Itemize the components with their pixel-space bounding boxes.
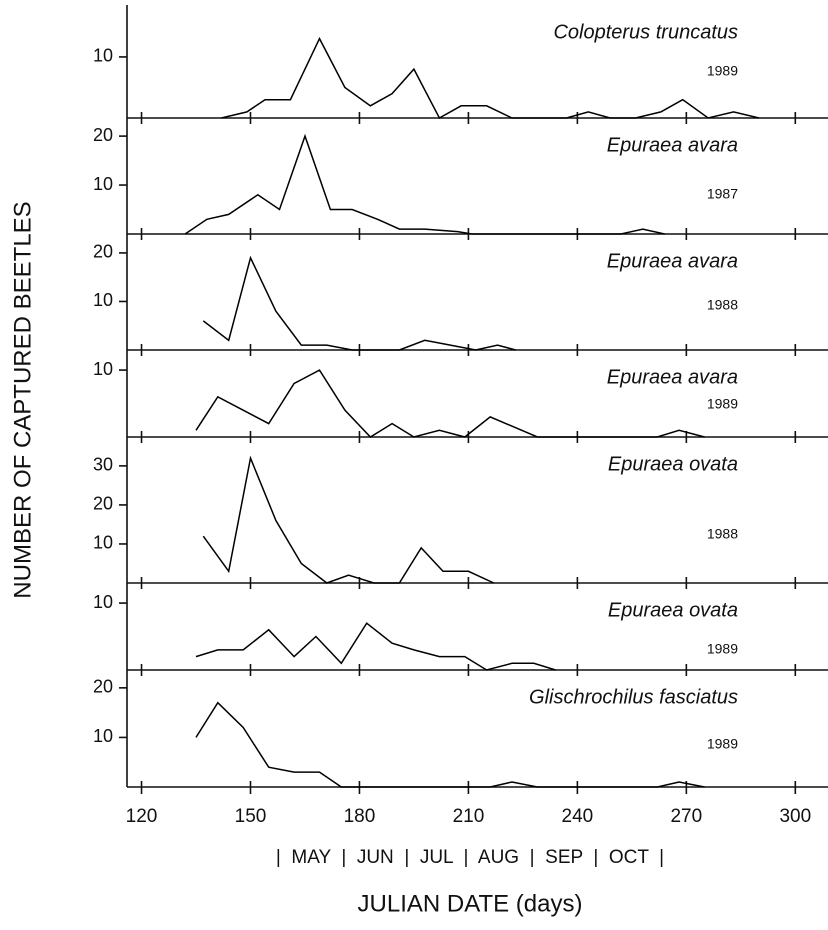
panel-title: Epuraea avara [607, 134, 738, 156]
y-tick-label: 20 [93, 125, 113, 145]
x-tick-label: 240 [562, 806, 594, 827]
panel-title: Epuraea avara [607, 366, 738, 388]
data-line [221, 36, 760, 120]
x-axis-label: JULIAN DATE (days) [358, 890, 583, 917]
data-line [195, 369, 705, 438]
panel-title: Epuraea ovata [608, 599, 738, 621]
month-row: | MAY | JUN | JUL | AUG | SEP | OCT | [276, 847, 664, 868]
panel-year: 1989 [707, 63, 738, 79]
panel-year: 1989 [707, 396, 738, 412]
panel-year: 1989 [707, 641, 738, 657]
y-tick-label: 30 [93, 455, 113, 475]
x-tick-label: 270 [670, 806, 702, 827]
data-line [195, 701, 705, 788]
y-axis-label: NUMBER OF CAPTURED BEETLES [9, 201, 36, 598]
y-tick-label: 20 [93, 242, 113, 262]
y-tick-label: 10 [93, 592, 113, 612]
x-tick-label: 300 [779, 806, 811, 827]
y-tick-label: 20 [93, 677, 113, 697]
x-tick-label: 210 [453, 806, 485, 827]
panel-title: Epuraea ovata [608, 453, 738, 475]
y-tick-label: 10 [93, 359, 113, 379]
x-tick-label: 150 [235, 806, 267, 827]
data-line [184, 133, 665, 235]
x-tick-label: 180 [344, 806, 376, 827]
data-line [202, 255, 516, 351]
y-tick-label: 10 [93, 174, 113, 194]
x-tick-label: 120 [126, 806, 158, 827]
panel-title: Epuraea avara [607, 250, 738, 272]
panel-title: Glischrochilus fasciatus [529, 686, 738, 708]
data-line [195, 622, 556, 671]
panel-year: 1988 [707, 526, 738, 542]
data-line [202, 455, 495, 584]
panel-year: 1989 [707, 736, 738, 752]
y-tick-label: 10 [93, 533, 113, 553]
panel-year: 1987 [707, 186, 738, 202]
panel-title: Colopterus truncatus [553, 21, 738, 43]
y-tick-label: 10 [93, 726, 113, 746]
panel-year: 1988 [707, 297, 738, 313]
y-tick-label: 10 [93, 290, 113, 310]
y-tick-label: 10 [93, 46, 113, 66]
y-tick-label: 20 [93, 494, 113, 514]
